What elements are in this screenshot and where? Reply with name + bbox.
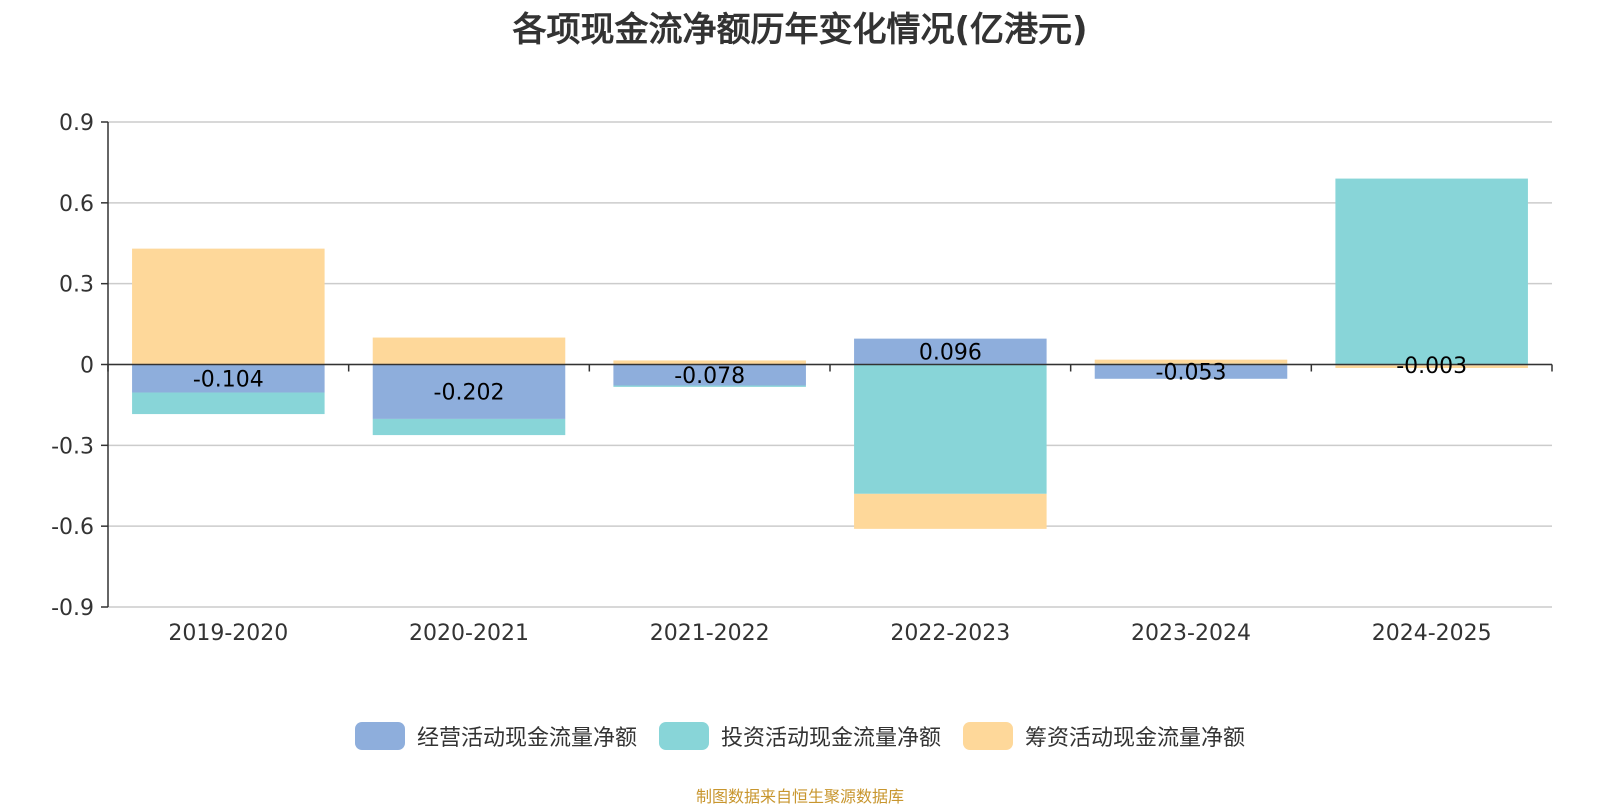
- legend-label: 经营活动现金流量净额: [416, 726, 637, 751]
- y-tick-label: 0.3: [59, 273, 94, 298]
- bar-segment-3: [854, 493, 1047, 529]
- bar-segment-1: [613, 364, 806, 386]
- legend-label: 筹资活动现金流量净额: [1025, 726, 1246, 751]
- data-label: -0.003: [1396, 354, 1467, 379]
- y-tick-label: -0.6: [51, 515, 94, 540]
- data-label: -0.202: [434, 381, 505, 406]
- x-tick-label: 2021-2022: [650, 621, 770, 646]
- legend-item[interactable]: 筹资活动现金流量净额: [963, 720, 1245, 752]
- data-label: -0.104: [193, 368, 264, 393]
- data-label: 0.096: [919, 341, 982, 366]
- y-tick-label: -0.3: [51, 434, 94, 459]
- legend-swatch: [354, 722, 405, 750]
- y-tick-label: 0: [80, 354, 94, 379]
- bar-segment-1: [854, 338, 1047, 365]
- bar-chart: 0.9 0.6 0.3 0 -0.3 -0.6 -0.9 2019-2020 2020-2021…: [51, 111, 1553, 646]
- bar-segment-3: [613, 360, 806, 365]
- legend: 经营活动现金流量净额 投资活动现金流量净额 筹资活动现金流量净额: [0, 720, 1600, 752]
- y-tick-label: 0.9: [59, 111, 94, 136]
- legend-item[interactable]: 经营活动现金流量净额: [354, 720, 637, 752]
- bar-segment-2: [1335, 178, 1528, 365]
- bar-segment-3: [372, 337, 566, 365]
- x-tick-label: 2019-2020: [168, 621, 288, 646]
- x-tick-label: 2022-2023: [890, 621, 1010, 646]
- data-label: -0.053: [1156, 361, 1227, 386]
- bar-segment-1: [372, 364, 566, 419]
- y-tick-label: -0.9: [51, 596, 94, 621]
- legend-swatch: [963, 722, 1013, 750]
- bar-segment-1: [132, 364, 325, 393]
- bar-segment-3: [1335, 365, 1528, 369]
- x-tick-label: 2024-2025: [1372, 621, 1492, 646]
- bar-segment-1: [1094, 364, 1288, 379]
- bar-segment-3: [132, 248, 325, 365]
- x-tick-label: 2020-2021: [409, 621, 529, 646]
- legend-label: 投资活动现金流量净额: [720, 726, 941, 751]
- bar-segment-2: [854, 364, 1047, 494]
- bar-segment-2: [613, 385, 806, 387]
- chart-title: 各项现金流净额历年变化情况(亿港元): [512, 10, 1088, 50]
- legend-item[interactable]: 投资活动现金流量净额: [658, 720, 941, 752]
- data-label: -0.078: [674, 364, 745, 389]
- bar-segment-2: [132, 392, 325, 415]
- source-note: 制图数据来自恒生聚源数据库: [695, 787, 904, 806]
- bar-segment-3: [1094, 359, 1288, 364]
- bar-segment-2: [372, 418, 566, 436]
- legend-swatch: [658, 722, 709, 750]
- x-tick-label: 2023-2024: [1131, 621, 1251, 646]
- y-tick-label: 0.6: [59, 192, 94, 217]
